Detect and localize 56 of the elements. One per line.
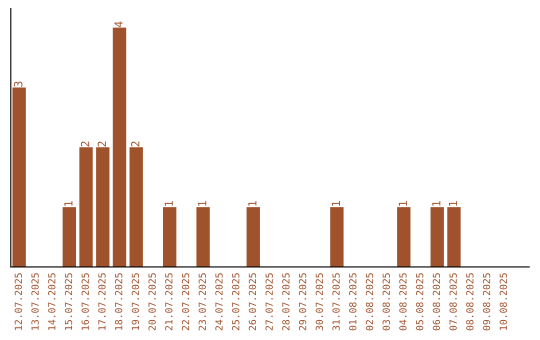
bar [96, 147, 110, 267]
x-tick-label: 18.07.2025 [114, 273, 122, 330]
data-label: 1 [64, 201, 72, 206]
data-label: 3 [14, 82, 22, 87]
data-label: 1 [248, 201, 256, 206]
x-tick-label: 15.07.2025 [64, 273, 72, 330]
bar [447, 207, 461, 267]
bar [246, 207, 260, 267]
x-tick-label: 24.07.2025 [215, 273, 223, 330]
bar [79, 147, 93, 267]
bar [62, 207, 76, 267]
data-label: 1 [398, 201, 407, 206]
bar [112, 28, 126, 267]
data-label: 2 [98, 142, 106, 146]
x-tick-label: 27.07.2025 [265, 273, 273, 330]
x-tick-label: 19.07.2025 [132, 273, 140, 330]
data-label: 1 [198, 201, 206, 206]
x-tick-label: 16.07.2025 [82, 273, 89, 330]
x-tick-label: 03.08.2025 [382, 273, 390, 330]
data-label: 1 [448, 201, 458, 206]
x-tick-label: 20.07.2025 [148, 273, 156, 330]
x-tick-label: 23.07.2025 [198, 273, 206, 330]
data-label: 2 [131, 142, 140, 146]
bar [162, 207, 176, 267]
x-tick-label: 30.07.2025 [316, 273, 324, 330]
x-tick-label: 26.07.2025 [248, 273, 256, 330]
data-label: 2 [80, 142, 90, 146]
x-tick-label: 31.07.2025 [332, 273, 340, 330]
x-tick-label: 12.07.2025 [14, 273, 22, 330]
x-tick-label: 13.07.2025 [31, 273, 39, 330]
bar [12, 87, 26, 267]
data-label: 1 [432, 201, 440, 206]
x-tick-label: 04.08.2025 [399, 273, 407, 330]
x-tick-label: 22.07.2025 [182, 273, 190, 330]
x-tick-label: 05.08.2025 [416, 273, 424, 330]
x-tick-label: 17.07.2025 [98, 273, 106, 330]
bar [196, 207, 210, 267]
x-tick-label: 10.08.2025 [500, 273, 507, 330]
bar [130, 147, 143, 267]
x-tick-label: 08.08.2025 [466, 273, 474, 330]
data-label: 1 [332, 201, 340, 206]
x-tick-label: 01.08.2025 [349, 273, 356, 330]
x-tick-label: 25.07.2025 [232, 273, 240, 330]
x-tick-label: 07.08.2025 [449, 273, 457, 330]
x-tick-label: 28.07.2025 [282, 273, 290, 330]
x-tick-label: 09.08.2025 [482, 273, 490, 330]
x-tick-label: 02.08.2025 [366, 273, 374, 330]
x-tick-label: 06.08.2025 [432, 273, 440, 330]
data-label: 1 [164, 201, 173, 206]
bar [430, 207, 444, 267]
bar [397, 207, 410, 267]
data-label: 4 [114, 21, 123, 28]
x-tick-label: 29.07.2025 [298, 273, 306, 330]
bar [330, 207, 344, 267]
x-tick-label: 14.07.2025 [48, 273, 56, 330]
x-tick-label: 21.07.2025 [165, 273, 173, 330]
